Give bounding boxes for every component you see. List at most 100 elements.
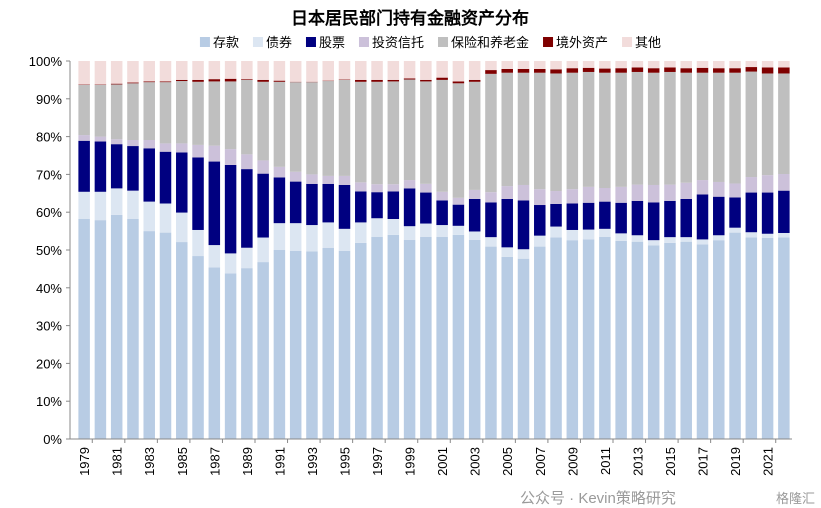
- bar-segment: [599, 188, 611, 202]
- bar-segment: [664, 61, 676, 68]
- bar-segment: [371, 184, 383, 193]
- bar-segment: [176, 81, 188, 144]
- bar-segment: [761, 233, 774, 238]
- bar-stack-1998: [387, 61, 400, 439]
- bar-segment: [273, 80, 286, 82]
- bar-segment: [729, 232, 741, 439]
- x-tick-label: 1993: [305, 447, 320, 476]
- bar-segment: [192, 256, 204, 439]
- bar-segment: [94, 61, 107, 85]
- bar-segment: [647, 202, 660, 241]
- x-tick-label: 1979: [77, 447, 92, 476]
- bar-segment: [696, 61, 709, 68]
- x-tick-label: 1981: [110, 447, 125, 476]
- bar-segment: [517, 68, 530, 73]
- bar-segment: [355, 81, 367, 183]
- bar-segment: [143, 82, 155, 141]
- legend-label: 境外资产: [556, 35, 608, 50]
- bar-segment: [127, 140, 139, 147]
- bar-segment: [355, 222, 367, 243]
- bar-segment: [761, 73, 774, 176]
- bar-segment: [241, 268, 253, 439]
- bar-segment: [289, 171, 302, 182]
- bar-segment: [436, 77, 448, 80]
- bar-segment: [485, 202, 497, 238]
- bar-segment: [582, 61, 595, 68]
- bar-segment: [599, 236, 611, 439]
- bar-segment: [159, 203, 172, 233]
- bar-segment: [485, 192, 497, 203]
- bar-segment: [501, 61, 513, 69]
- bar-segment: [159, 143, 172, 152]
- bar-stack-2008: [550, 61, 562, 439]
- bar-stack-1999: [403, 61, 416, 439]
- bar-segment: [582, 202, 595, 230]
- bar-segment: [273, 61, 286, 81]
- bar-segment: [713, 72, 725, 182]
- bar-segment: [257, 262, 269, 439]
- bar-segment: [452, 61, 465, 82]
- bar-stack-1986: [192, 61, 204, 439]
- bar-segment: [599, 61, 611, 69]
- bar-segment: [176, 212, 188, 243]
- bar-segment: [452, 83, 465, 198]
- bar-segment: [566, 72, 579, 190]
- bar-segment: [420, 79, 432, 82]
- bar-segment: [192, 81, 204, 145]
- bar-segment: [257, 61, 269, 80]
- bar-segment: [745, 237, 758, 439]
- watermark: 公众号 · Kevin策略研究 格隆汇: [520, 490, 815, 507]
- bar-segment: [387, 81, 400, 185]
- bar-segment: [192, 61, 204, 80]
- bar-segment: [387, 191, 400, 220]
- x-tick-label: 1999: [403, 447, 418, 476]
- bar-segment: [664, 71, 676, 185]
- bar-segment: [289, 61, 302, 82]
- bar-segment: [534, 235, 546, 247]
- bar-segment: [517, 61, 530, 69]
- y-tick-label: 90%: [36, 92, 62, 107]
- bar-stack-2022: [778, 61, 790, 439]
- bar-stack-2001: [436, 61, 448, 439]
- bar-segment: [778, 67, 790, 74]
- bar-segment: [241, 79, 253, 155]
- bar-stack-1997: [371, 61, 383, 439]
- bar-segment: [208, 161, 221, 246]
- bar-segment: [550, 237, 562, 439]
- bar-segment: [468, 81, 481, 190]
- bar-segment: [355, 61, 367, 80]
- bar-segment: [517, 72, 530, 185]
- bar-segment: [468, 239, 481, 439]
- bar-segment: [761, 237, 774, 439]
- watermark-logo: 格隆汇: [776, 491, 815, 506]
- bar-stack-2010: [582, 61, 595, 439]
- bar-segment: [664, 184, 676, 201]
- legend-swatch: [305, 37, 316, 47]
- bar-segment: [534, 68, 546, 73]
- bar-segment: [729, 197, 741, 228]
- bar-segment: [550, 191, 562, 204]
- bar-stack-2002: [452, 61, 465, 439]
- bar-stack-2003: [468, 61, 481, 439]
- bar-segment: [599, 228, 611, 237]
- bar-stack-1989: [241, 61, 253, 439]
- watermark-text: 公众号 · Kevin策略研究: [520, 490, 676, 507]
- bar-segment: [289, 82, 302, 172]
- bar-stack-1982: [127, 61, 139, 439]
- bar-stack-1996: [355, 61, 367, 439]
- bar-segment: [468, 61, 481, 80]
- bar-stack-1995: [338, 61, 351, 439]
- bar-segment: [729, 183, 741, 198]
- bar-segment: [387, 234, 400, 439]
- bar-stack-1983: [143, 61, 155, 439]
- bar-segment: [387, 61, 400, 80]
- bar-segment: [761, 192, 774, 234]
- bar-segment: [338, 61, 351, 80]
- bar-segment: [696, 67, 709, 73]
- bar-segment: [355, 242, 367, 439]
- bar-segment: [501, 72, 513, 187]
- bar-segment: [761, 67, 774, 74]
- bar-segment: [436, 225, 448, 237]
- bar-segment: [631, 71, 644, 185]
